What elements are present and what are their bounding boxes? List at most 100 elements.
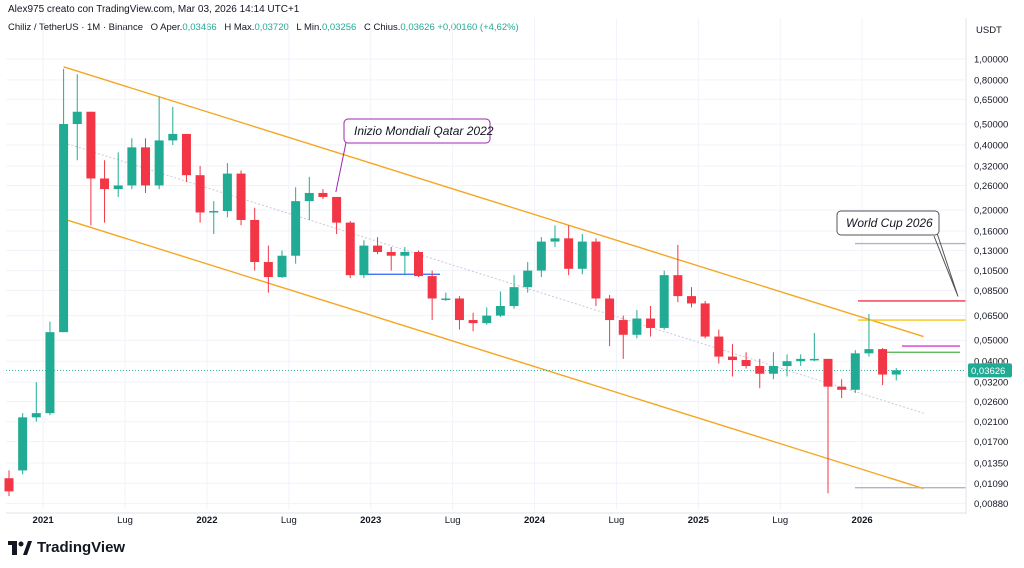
candle-body-up (59, 124, 69, 333)
axis-layer: USDT 1,00000 0,80000 0,65000 0,50000 0,40000 0… (6, 18, 1012, 526)
candle-body-up (154, 140, 164, 186)
change-value: +0,00160 (+4,62%) (437, 22, 519, 33)
candle-body-down (878, 349, 888, 375)
annotation-layer: Inizio Mondiali Qatar 2022 World Cup 2026 (335, 118, 959, 297)
candle-body-up (18, 417, 28, 471)
candle-body-up (768, 366, 778, 374)
y-tick-label: 0,16000 (974, 227, 1008, 238)
close-text: Chius. (373, 22, 401, 33)
symbol-name[interactable]: Chiliz / TetherUS · 1M · Binance (8, 22, 143, 33)
candle-body-down (837, 386, 847, 390)
y-tick-label: 0,01090 (974, 479, 1008, 490)
candle-body-up (31, 413, 41, 418)
y-tick-label: 0,02600 (974, 397, 1008, 408)
x-tick-label: 2024 (524, 515, 546, 526)
candle-body-down (386, 251, 396, 256)
candle-body-down (741, 360, 751, 367)
current-price-tag (968, 363, 1012, 378)
x-tick-label: 2025 (688, 515, 710, 526)
candle-body-up (127, 147, 137, 186)
current-price-label: 0,03626 (971, 366, 1005, 377)
candle-body-up (168, 133, 178, 141)
tradingview-logo: TradingView (8, 539, 125, 556)
brand-name: TradingView (37, 539, 126, 556)
candle-body-down (646, 318, 656, 328)
candle-body-up (796, 358, 806, 362)
candle-body-down (100, 178, 110, 190)
candle-body-down (250, 219, 260, 263)
candle-body-down (181, 133, 191, 176)
candles-layer (4, 68, 901, 497)
y-tick-label: 0,01350 (974, 459, 1008, 470)
candle-body-up (891, 370, 901, 375)
candle-body-down (618, 320, 628, 335)
y-tick-label: 0,50000 (974, 120, 1008, 131)
low-text: Min. (304, 22, 322, 33)
annotation-box-qatar (343, 118, 491, 144)
candle-body-up (782, 361, 792, 367)
grid-layer (6, 18, 966, 510)
candle-body-down (605, 298, 615, 321)
chart-author-line: Alex975 creato con TradingView.com, Mar … (8, 4, 300, 15)
close-value: 0,03626 (400, 22, 435, 33)
candle-body-down (714, 336, 724, 357)
currency-label: USDT (976, 25, 1002, 36)
annotation-text-worldcup: World Cup 2026 (846, 216, 933, 230)
candle-body-down (700, 303, 710, 337)
y-tick-label: 0,00880 (974, 499, 1008, 510)
candle-body-up (304, 192, 314, 202)
candle-body-down (141, 147, 150, 186)
channel-layer (63, 66, 924, 490)
x-tick-label: Lug (445, 515, 461, 526)
candle-body-down (727, 356, 737, 361)
channel-upper-line (63, 66, 924, 338)
candle-body-down (414, 251, 423, 277)
candle-body-up (291, 201, 301, 256)
candle-body-down (318, 192, 328, 197)
candle-body-up (850, 353, 860, 390)
high-text: Max. (233, 22, 255, 33)
candle-body-down (564, 238, 574, 269)
candle-body-down (755, 366, 765, 374)
ohlc-legend: Chiliz / TetherUS · 1M · Binance O Aper.… (8, 22, 519, 33)
low-label: L (296, 22, 302, 33)
candle-body-up (400, 251, 410, 256)
candle-body-down (263, 262, 273, 278)
candle-body-up (809, 358, 819, 361)
candle-body-down (591, 241, 601, 299)
candle-body-up (509, 287, 519, 307)
candle-body-down (86, 111, 96, 179)
y-tick-label: 0,02100 (974, 417, 1008, 428)
candle-body-down (468, 320, 478, 324)
x-tick-label: Lug (772, 515, 788, 526)
close-label: C (363, 22, 371, 33)
candle-body-up (577, 241, 587, 269)
candle-body-up (277, 255, 287, 278)
y-tick-label: 0,40000 (974, 140, 1008, 151)
candle-body-up (209, 211, 219, 213)
candle-body-down (236, 173, 246, 220)
candle-body-up (495, 306, 505, 316)
x-tick-label: 2022 (196, 515, 217, 526)
y-tick-label: 0,05000 (974, 336, 1008, 347)
high-label: H (224, 22, 232, 33)
candle-body-up (45, 332, 55, 414)
candle-body-up (523, 270, 533, 288)
candle-body-up (72, 111, 82, 125)
y-tick-label: 0,20000 (974, 206, 1008, 217)
high-value: 0,03720 (254, 22, 289, 33)
candle-body-up (482, 315, 492, 324)
annotation-text-qatar: Inizio Mondiali Qatar 2022 (354, 124, 494, 138)
x-tick-label: Lug (117, 515, 133, 526)
y-tick-label: 0,01700 (974, 437, 1008, 448)
channel-lower-line (63, 218, 924, 490)
candle-body-down (427, 276, 437, 299)
candle-body-up (222, 173, 232, 212)
candle-body-up (536, 241, 546, 271)
y-tick-label: 0,10500 (974, 266, 1008, 277)
x-tick-label: Lug (281, 515, 297, 526)
candle-body-down (332, 196, 342, 223)
x-tick-label: 2021 (33, 515, 55, 526)
candle-body-down (454, 298, 464, 321)
